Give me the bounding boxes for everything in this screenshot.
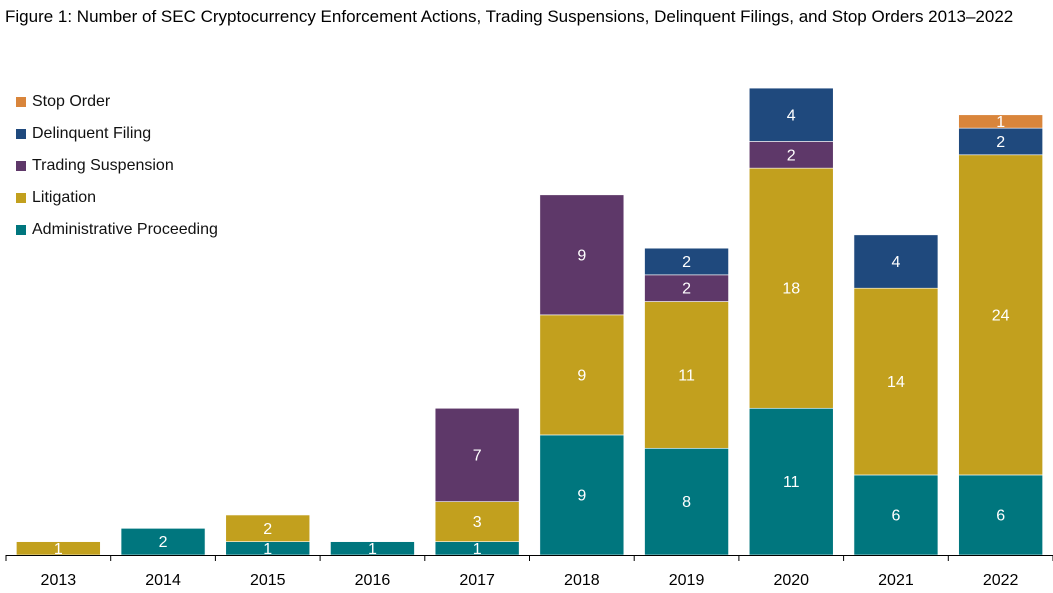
- data-label: 9: [577, 487, 586, 504]
- data-label: 11: [678, 367, 695, 384]
- legend-swatch: [16, 97, 26, 107]
- bar-segment: [853, 234, 939, 289]
- bar-segment: [644, 274, 729, 302]
- legend-item: Trading Suspension: [16, 150, 218, 182]
- x-tick-label: 2020: [773, 572, 809, 589]
- data-label: 4: [891, 254, 900, 271]
- data-label: 2: [263, 521, 272, 538]
- legend-swatch: [16, 225, 26, 235]
- data-label: 1: [54, 541, 63, 558]
- bar-segment: [748, 141, 834, 169]
- x-tick-label: 2018: [564, 572, 600, 589]
- legend-swatch: [16, 161, 26, 171]
- data-label: 2: [787, 147, 796, 164]
- legend: Stop Order Delinquent Filing Trading Suspe…: [16, 86, 218, 246]
- data-label: 3: [473, 514, 482, 531]
- bar-segment: [644, 247, 729, 276]
- bar-segment: [853, 474, 939, 556]
- bar-segment: [958, 114, 1043, 129]
- legend-swatch: [16, 129, 26, 139]
- data-label: 1: [263, 541, 272, 558]
- legend-swatch: [16, 193, 26, 203]
- x-tick-label: 2017: [459, 572, 495, 589]
- x-tick-label: 2019: [669, 572, 705, 589]
- bar-segment: [225, 514, 311, 542]
- data-label: 1: [996, 114, 1005, 131]
- data-label: 1: [473, 541, 482, 558]
- data-label: 1: [368, 541, 377, 558]
- data-label: 7: [473, 447, 482, 464]
- bar-segment: [644, 447, 729, 556]
- legend-item: Delinquent Filing: [16, 118, 218, 150]
- bar-segment: [958, 154, 1043, 476]
- data-label: 2: [159, 534, 168, 551]
- data-label: 6: [996, 507, 1005, 524]
- bar-segment: [748, 87, 834, 142]
- legend-label: Stop Order: [32, 93, 111, 110]
- bar-segment: [748, 407, 834, 556]
- bar-segment: [434, 501, 520, 542]
- data-label: 9: [577, 367, 586, 384]
- chart-title: Figure 1: Number of SEC Cryptocurrency E…: [5, 7, 1014, 26]
- bar-segment: [434, 407, 520, 502]
- x-tick-label: 2015: [250, 572, 286, 589]
- x-tick-label: 2016: [355, 572, 391, 589]
- bar-segment: [539, 194, 625, 316]
- legend-label: Delinquent Filing: [32, 125, 152, 142]
- x-tick-label: 2021: [878, 572, 914, 589]
- data-label: 4: [787, 107, 796, 124]
- data-label: 18: [782, 281, 800, 298]
- bar-segment: [539, 434, 625, 556]
- data-label: 8: [682, 494, 691, 511]
- bar-segment: [853, 287, 939, 476]
- bar-segment: [958, 474, 1043, 556]
- legend-label: Trading Suspension: [32, 157, 174, 174]
- x-tick-label: 2014: [145, 572, 181, 589]
- data-label: 11: [783, 474, 800, 491]
- data-label: 6: [891, 507, 900, 524]
- legend-label: Administrative Proceeding: [32, 221, 218, 238]
- bar-segment: [958, 127, 1043, 156]
- data-label: 24: [992, 307, 1010, 324]
- data-label: 2: [682, 281, 691, 298]
- legend-label: Litigation: [32, 189, 97, 206]
- legend-item: Litigation: [16, 182, 218, 214]
- data-label: 2: [996, 134, 1005, 151]
- data-label: 9: [577, 247, 586, 264]
- bar-segment: [120, 528, 206, 556]
- x-tick-label: 2022: [983, 572, 1019, 589]
- bar-segment: [748, 167, 834, 409]
- data-label: 14: [887, 374, 905, 391]
- x-tick-label: 2013: [41, 572, 77, 589]
- legend-item: Stop Order: [16, 86, 218, 118]
- bar-segment: [644, 301, 729, 449]
- data-label: 2: [682, 254, 691, 271]
- legend-item: Administrative Proceeding: [16, 214, 218, 246]
